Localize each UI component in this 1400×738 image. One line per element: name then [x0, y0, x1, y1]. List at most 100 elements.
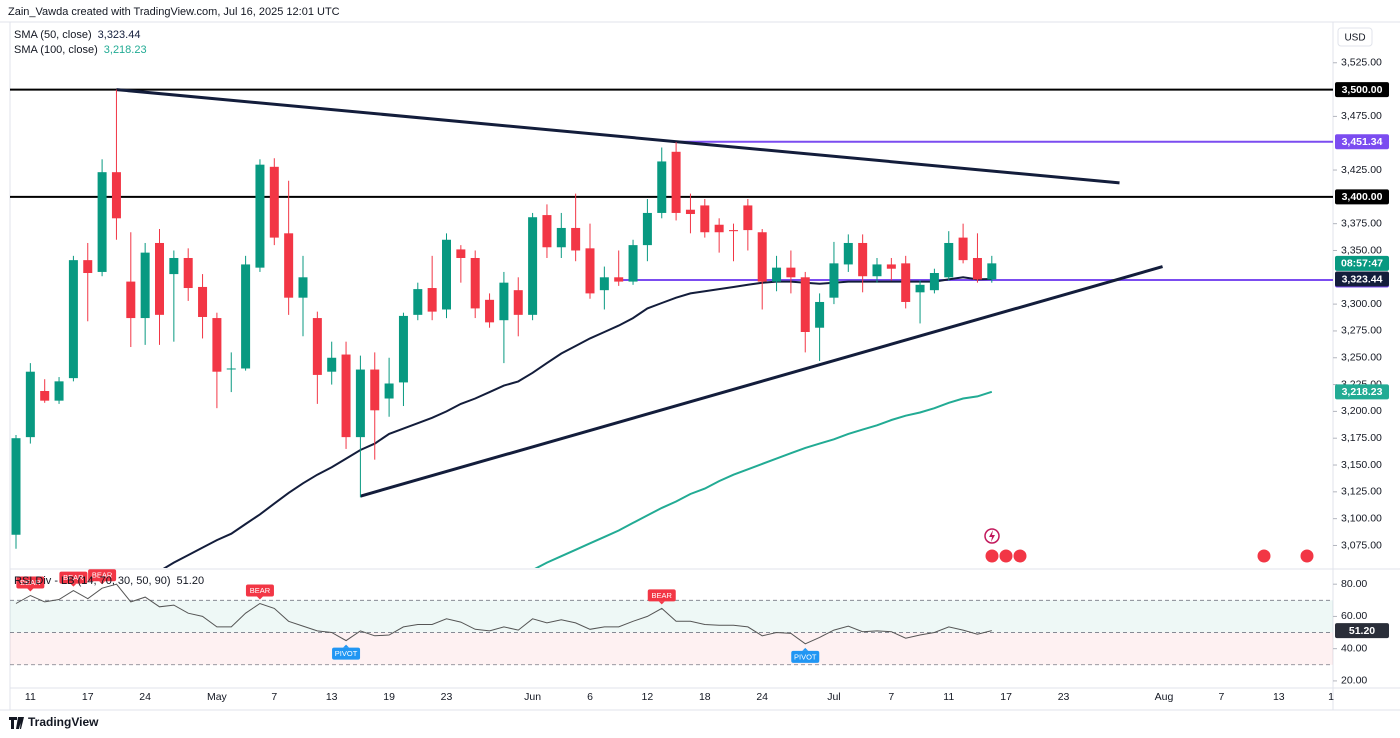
signal-arrow	[658, 601, 665, 605]
rsi-band	[10, 632, 1333, 665]
candle-body	[657, 161, 667, 213]
y-tick-label: 3,475.00	[1341, 110, 1382, 122]
signal-box	[16, 576, 45, 589]
signal-label: BEAR	[250, 586, 271, 595]
candle-body	[341, 354, 351, 438]
footer: TradingView	[28, 715, 99, 729]
y-tick-label: 3,350.00	[1341, 244, 1382, 256]
rsi-value-label: 51.20	[1349, 625, 1375, 637]
x-tick-label: 13	[326, 691, 338, 703]
x-tick-label: 12	[642, 691, 654, 703]
legend-name: SMA (50, close)	[14, 29, 92, 41]
main-pane	[10, 88, 1333, 568]
signal-box	[332, 647, 361, 660]
logo	[9, 717, 24, 729]
candle-body	[456, 249, 466, 258]
sma-label-box	[1335, 271, 1389, 287]
candle-body	[599, 277, 609, 291]
rsi-tick-label: 20.00	[1341, 675, 1367, 687]
candle-body	[815, 301, 825, 328]
candle-body	[255, 164, 265, 268]
x-tick-label: 17	[82, 691, 94, 703]
x-tick-label: 19	[383, 691, 395, 703]
candle-body	[427, 288, 437, 312]
candle-body	[843, 242, 853, 265]
sma-label: 3,218.23	[1342, 386, 1383, 398]
candle-body	[269, 166, 279, 238]
y-tick-label: 3,375.00	[1341, 217, 1382, 229]
candle-body	[298, 277, 308, 298]
rsi-value-label-box	[1335, 623, 1389, 639]
y-tick-label: 3,200.00	[1341, 405, 1382, 417]
rsi-tick-label: 40.00	[1341, 642, 1367, 654]
candle-body	[528, 217, 538, 315]
candle-body	[743, 205, 753, 231]
x-tick-label: Aug	[1155, 691, 1174, 703]
header-bar	[0, 0, 1400, 22]
candle-body	[571, 227, 581, 251]
candle-body	[25, 371, 35, 438]
candle-body	[972, 257, 982, 280]
legend-value: 3,323.44	[98, 29, 141, 41]
candle-body	[772, 267, 782, 282]
candle-body	[628, 245, 638, 282]
candle-body	[370, 369, 380, 411]
x-tick-label: 18	[699, 691, 711, 703]
rsi-tick-label: 60.00	[1341, 610, 1367, 622]
candle-body	[183, 257, 193, 289]
candle-body	[384, 383, 394, 399]
x-tick-label: 13	[1273, 691, 1285, 703]
candle-body	[40, 391, 50, 401]
header: Zain_Vawda created with TradingView.com,…	[8, 6, 340, 18]
candle-body	[800, 277, 810, 333]
level-label-box	[1335, 189, 1389, 205]
sma-line	[534, 390, 993, 568]
signal-arrow	[99, 581, 106, 585]
x-tick-label: Jul	[827, 691, 840, 703]
candle-body	[11, 438, 21, 535]
x-tick-label: 11	[25, 691, 36, 703]
y-tick-label: 3,300.00	[1341, 298, 1382, 310]
x-tick-label: 7	[271, 691, 277, 703]
candle-body	[54, 381, 64, 401]
signal-box	[59, 571, 88, 584]
candle-body	[398, 315, 408, 383]
candle-body	[886, 264, 896, 269]
level-label: 3,451.34	[1342, 136, 1383, 148]
rsi-pane	[10, 583, 1333, 666]
signal-arrow	[70, 583, 77, 587]
x-tick-label: 1	[1328, 691, 1334, 703]
candle-body	[126, 281, 136, 319]
signal-box	[88, 569, 117, 582]
y-tick-label: 3,150.00	[1341, 459, 1382, 471]
candle-body	[915, 284, 925, 293]
signal-label: BEAR	[20, 578, 41, 587]
level-label-box	[1335, 134, 1389, 150]
legend-name: RSI Div - LB (14, 70, 30, 50, 90)	[14, 575, 171, 587]
currency-box[interactable]	[1337, 27, 1373, 47]
x-tick-label: 17	[1000, 691, 1012, 703]
candle-body	[901, 263, 911, 302]
candle-body	[413, 289, 423, 315]
candle-body	[829, 263, 839, 298]
candle-body	[312, 318, 322, 375]
y-tick-label: 3,125.00	[1341, 486, 1382, 498]
x-tick-label: 23	[441, 691, 453, 703]
x-tick-label: 11	[943, 691, 954, 703]
y-tick-label: 3,075.00	[1341, 539, 1382, 551]
legend-value: 51.20	[177, 575, 205, 587]
level-label-box	[1335, 82, 1389, 98]
trendline	[359, 265, 1163, 498]
candle-body	[958, 237, 968, 261]
candle-body	[355, 369, 365, 438]
candle-body	[685, 209, 695, 215]
y-tick-label: 3,100.00	[1341, 512, 1382, 524]
x-tick-label: 24	[139, 691, 151, 703]
candle-body	[68, 260, 78, 379]
candle-body	[944, 242, 954, 278]
candle-body	[513, 290, 523, 315]
candle-body	[872, 264, 882, 277]
trendline	[116, 88, 1120, 185]
rsi-tick-label: 80.00	[1341, 578, 1367, 590]
candle-body	[499, 282, 509, 321]
